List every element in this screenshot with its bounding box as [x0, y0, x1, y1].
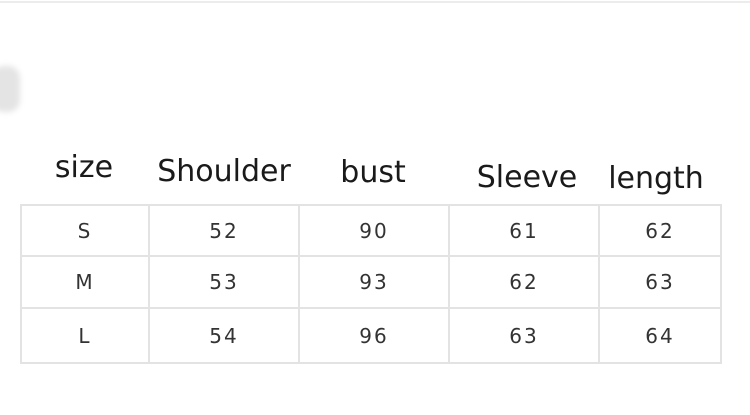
cell-length: 62: [598, 204, 722, 257]
cell-size: S: [20, 204, 150, 257]
header-bust: bust: [340, 155, 406, 190]
cell-shoulder: 52: [148, 204, 300, 257]
cell-sleeve: 61: [448, 204, 600, 257]
cell-length: 64: [598, 307, 722, 364]
header-size: size: [54, 150, 114, 185]
header-shoulder: Shoulder: [157, 154, 291, 189]
table-row: M 53 93 62 63: [20, 255, 722, 309]
header-sleeve: Sleeve: [476, 160, 578, 195]
cell-length: 63: [598, 255, 722, 309]
table-row: L 54 96 63 64: [20, 307, 722, 364]
cell-bust: 93: [298, 255, 450, 309]
cell-shoulder: 54: [148, 307, 300, 364]
header-length: length: [608, 161, 704, 196]
size-table: S 52 90 61 62 M 53 93 62 63 L 54 96 63 6…: [20, 204, 722, 364]
cell-bust: 90: [298, 204, 450, 257]
cell-sleeve: 63: [448, 307, 600, 364]
decorative-blur: [0, 66, 20, 112]
top-divider: [0, 1, 750, 3]
table-row: S 52 90 61 62: [20, 204, 722, 257]
cell-size: L: [20, 307, 150, 364]
cell-shoulder: 53: [148, 255, 300, 309]
cell-size: M: [20, 255, 150, 309]
cell-sleeve: 62: [448, 255, 600, 309]
cell-bust: 96: [298, 307, 450, 364]
